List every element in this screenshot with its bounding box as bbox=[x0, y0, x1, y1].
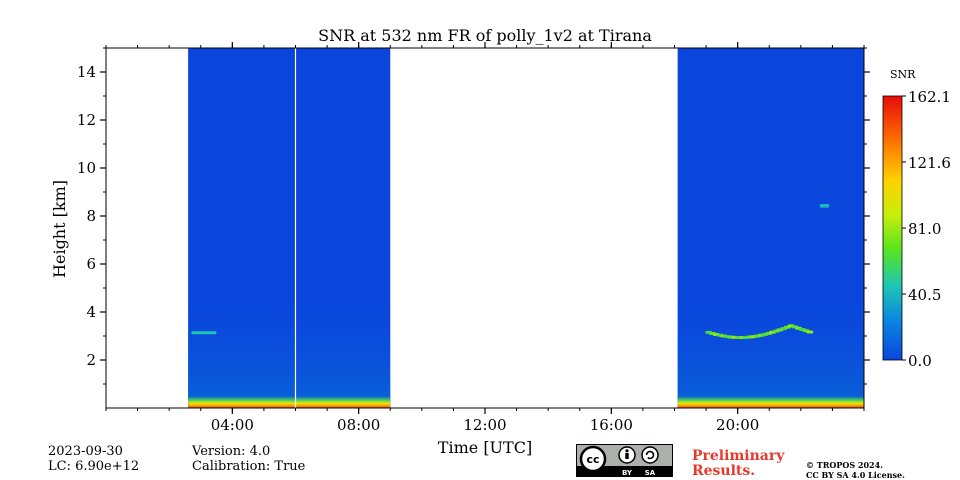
boundary-haze-1 bbox=[677, 288, 864, 408]
svg-text:SA: SA bbox=[645, 469, 656, 477]
colorbar-tick-label: 162.1 bbox=[908, 88, 951, 106]
y-tick-label: 6 bbox=[86, 255, 96, 273]
footer-left: 2023-09-30 LC: 6.90e+12 bbox=[48, 444, 139, 474]
share-alike-icon bbox=[641, 446, 659, 464]
data-gap-0 bbox=[294, 48, 297, 408]
boundary-haze-0 bbox=[188, 288, 391, 408]
cloud-3-fragment bbox=[806, 330, 814, 334]
chart-title: SNR at 532 nm FR of polly_1v2 at Tirana bbox=[318, 26, 652, 45]
colorbar-tick-label: 40.5 bbox=[908, 286, 941, 304]
calibration-text: Calibration: True bbox=[192, 459, 306, 474]
footer-middle: Version: 4.0 Calibration: True bbox=[192, 444, 305, 474]
surface-layer-1 bbox=[677, 396, 864, 408]
y-tick-label: 8 bbox=[86, 207, 96, 225]
copyright-note: © TROPOS 2024. CC BY SA 4.0 License. bbox=[806, 460, 905, 480]
heatmap-layer bbox=[188, 48, 864, 408]
y-tick-label: 14 bbox=[77, 63, 96, 81]
colorbar-tick-label: 81.0 bbox=[908, 220, 941, 238]
x-tick-label: 08:00 bbox=[337, 416, 380, 434]
x-axis-label: Time [UTC] bbox=[438, 438, 532, 457]
date-text: 2023-09-30 bbox=[48, 444, 123, 459]
x-tick-label: 16:00 bbox=[590, 416, 633, 434]
cc-license-badge: cc BY SA bbox=[576, 444, 673, 477]
cc-icon bbox=[579, 445, 607, 473]
version-text: Version: 4.0 bbox=[192, 444, 271, 459]
cloud-3 bbox=[705, 324, 814, 340]
x-tick-label: 12:00 bbox=[463, 416, 506, 434]
svg-text:BY: BY bbox=[622, 469, 633, 477]
y-axis-label: Height [km] bbox=[50, 180, 69, 278]
x-tick-label: 20:00 bbox=[716, 416, 759, 434]
cloud-2 bbox=[191, 331, 217, 335]
preliminary-note: Preliminary Results. bbox=[692, 448, 785, 479]
cloud-4 bbox=[819, 204, 830, 208]
colorbar bbox=[882, 95, 903, 361]
y-tick-label: 10 bbox=[77, 159, 96, 177]
surface-layer-0 bbox=[188, 396, 391, 408]
x-tick-label: 04:00 bbox=[211, 416, 254, 434]
colorbar-tick-label: 121.6 bbox=[908, 154, 951, 172]
lc-text: LC: 6.90e+12 bbox=[48, 459, 140, 474]
svg-text:cc: cc bbox=[586, 453, 599, 466]
colorbar-ticks: 0.0 40.5 81.0 121.6 162.1 bbox=[902, 88, 951, 370]
colorbar-label: SNR bbox=[890, 68, 916, 81]
x-axis: 04:00 08:00 12:00 16:00 20:00 bbox=[105, 42, 865, 434]
y-tick-label: 12 bbox=[77, 111, 96, 129]
colorbar-tick-label: 0.0 bbox=[908, 352, 932, 370]
y-tick-label: 2 bbox=[86, 351, 96, 369]
y-tick-label: 4 bbox=[86, 303, 96, 321]
y-axis: 2 4 6 8 10 12 14 bbox=[77, 47, 870, 385]
